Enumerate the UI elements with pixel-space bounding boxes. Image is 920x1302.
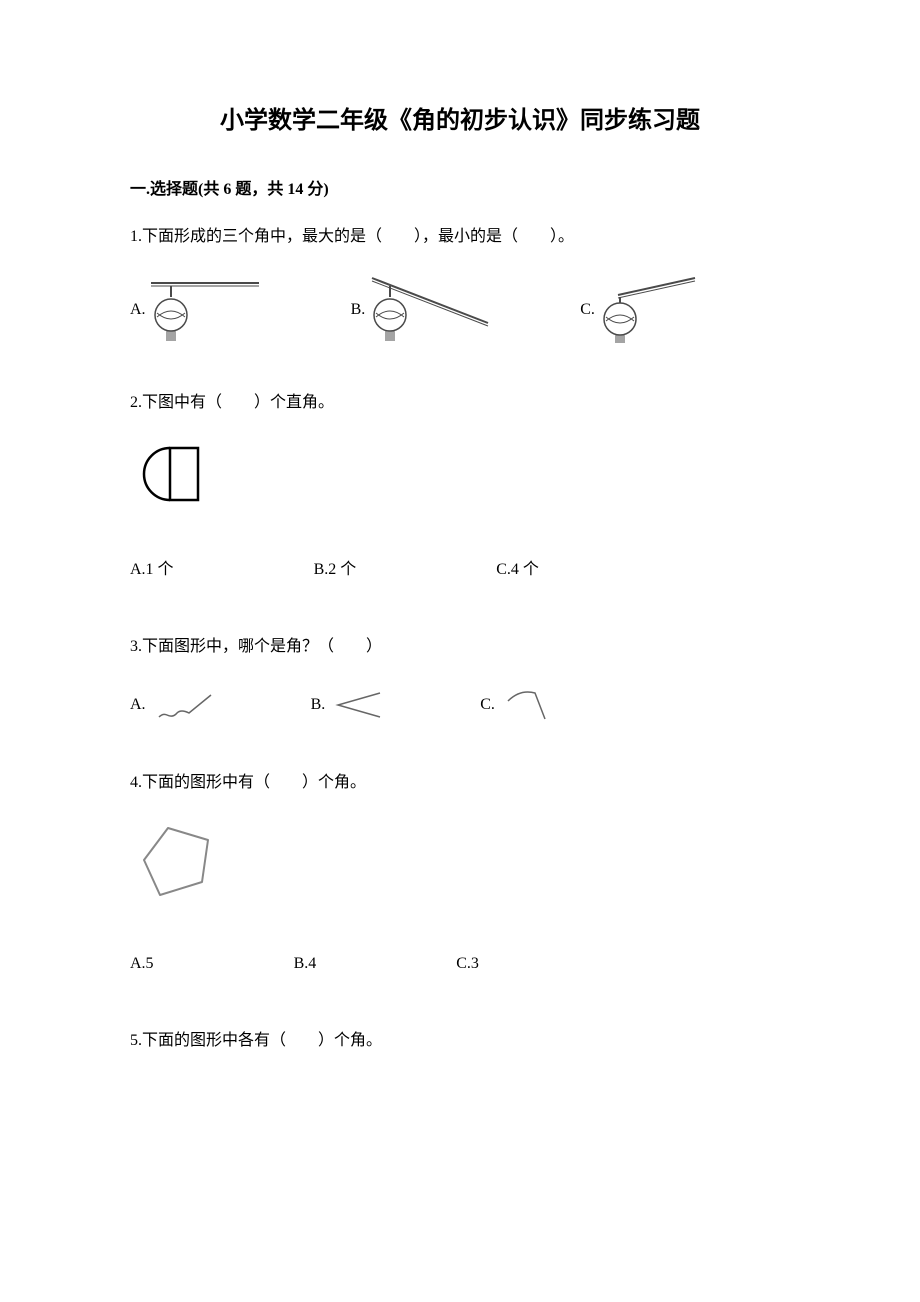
q3-option-c: C.: [480, 685, 560, 725]
question-2: 2.下图中有（ ）个直角。: [130, 390, 790, 416]
question-3: 3.下面图形中，哪个是角？（ ）: [130, 634, 790, 660]
q4-option-c: C.3: [456, 955, 479, 973]
half-rect-shape-icon: [130, 440, 210, 510]
option-label: C.: [580, 301, 595, 319]
q4-option-a: A.5: [130, 955, 154, 973]
option-label: A.: [130, 301, 146, 319]
lantern-acute-angle-icon: [600, 275, 700, 345]
q3-option-b: B.: [311, 685, 391, 725]
q1-options: A. B.: [130, 275, 790, 345]
q2-option-a: A.1 个: [130, 555, 174, 579]
option-label: B.: [351, 301, 366, 319]
option-label: A.: [130, 696, 146, 714]
pentagon-shape-icon: [130, 820, 230, 910]
q1-option-a: A.: [130, 275, 261, 345]
q4-option-b: B.4: [294, 955, 317, 973]
q4-options: A.5 B.4 C.3: [130, 955, 790, 973]
option-label: B.: [311, 696, 326, 714]
question-4: 4.下面的图形中有（ ）个角。: [130, 770, 790, 796]
wavy-line-icon: [151, 685, 221, 725]
option-label: C.: [480, 696, 495, 714]
q2-option-c: C.4 个: [496, 555, 539, 579]
q2-figure: [130, 440, 790, 510]
q1-option-c: C.: [580, 275, 700, 345]
q4-figure: [130, 820, 790, 910]
q2-option-b: B.2 个: [314, 555, 357, 579]
page-title: 小学数学二年级《角的初步认识》同步练习题: [130, 100, 790, 135]
q3-options: A. B. C.: [130, 685, 790, 725]
lantern-obtuse-angle-icon: [370, 275, 490, 345]
angle-shape-icon: [330, 685, 390, 725]
q1-option-b: B.: [351, 275, 491, 345]
section-header: 一.选择题(共 6 题，共 14 分): [130, 175, 790, 199]
q2-options: A.1 个 B.2 个 C.4 个: [130, 555, 790, 579]
lantern-right-angle-icon: [151, 275, 261, 345]
question-5: 5.下面的图形中各有（ ）个角。: [130, 1028, 790, 1054]
question-1: 1.下面形成的三个角中，最大的是（ ），最小的是（ ）。: [130, 224, 790, 250]
q3-option-a: A.: [130, 685, 221, 725]
curve-line-angle-icon: [500, 685, 560, 725]
